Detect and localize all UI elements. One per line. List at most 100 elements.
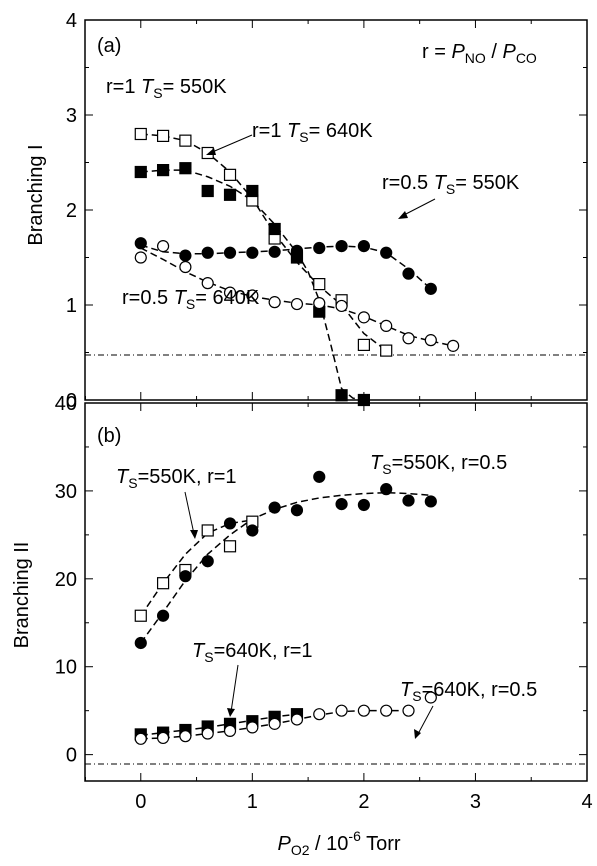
panel-a: 0 1 2 3 4 (a) Branching I r = PNO / PCO r=1 … [25, 10, 588, 412]
y-tick-label: 10 [55, 657, 77, 679]
data-point-a-2 [424, 282, 437, 295]
data-point-b-3 [402, 704, 415, 717]
data-point-a-2 [402, 267, 415, 280]
data-point-a-3 [246, 289, 259, 302]
data-point-a-3 [313, 297, 326, 310]
data-point-a-3 [179, 260, 192, 274]
data-point-a-1 [156, 164, 170, 177]
data-point-b-1 [357, 498, 370, 512]
annotation-550k-r1: TS=550K, r=1 [116, 466, 237, 491]
y-tick-label: 40 [55, 393, 77, 415]
data-point-a-3 [201, 277, 214, 290]
data-point-a-2 [290, 244, 304, 257]
data-point-b-1 [335, 497, 348, 511]
data-point-a-0 [313, 278, 326, 291]
y-tick-label: 0 [66, 745, 77, 767]
data-point-a-2 [201, 246, 214, 259]
data-point-b-3 [156, 731, 170, 745]
panel-a-ylabel: Branching I [25, 144, 47, 245]
y-tick-label: 0 [66, 390, 77, 412]
data-point-a-2 [380, 246, 393, 259]
data-point-b-1 [313, 470, 326, 483]
data-point-a-0 [357, 338, 370, 351]
annotation-r05-550k: r=0.5 TS= 550K [382, 172, 520, 197]
data-point-a-3 [290, 297, 304, 311]
data-point-a-2 [179, 249, 192, 262]
data-point-a-2 [246, 246, 259, 259]
panel-b-ylabel: Branching II [11, 542, 33, 649]
fit-line-a-0 [140, 133, 387, 352]
data-point-b-3 [201, 727, 214, 740]
data-point-b-3 [380, 704, 393, 717]
data-point-b-1 [290, 504, 304, 517]
data-point-b-3 [179, 730, 192, 743]
data-point-a-1 [223, 188, 237, 201]
data-point-a-1 [179, 162, 192, 175]
data-point-a-2 [335, 240, 348, 253]
data-point-a-3 [223, 286, 237, 299]
data-point-a-0 [179, 134, 192, 147]
arrow-640k-r1 [230, 664, 239, 713]
data-point-a-3 [156, 240, 170, 253]
data-point-a-3 [380, 319, 393, 332]
data-point-a-3 [268, 296, 281, 309]
panel-b-fit-lines [140, 491, 431, 740]
data-point-b-1 [179, 570, 192, 583]
panel-b-frame [84, 402, 588, 782]
data-point-b-3 [313, 708, 326, 721]
data-point-b-3 [246, 721, 259, 734]
data-point-a-1 [335, 389, 348, 402]
data-point-a-3 [357, 311, 370, 324]
data-point-a-3 [134, 251, 147, 264]
data-point-b-1 [223, 517, 237, 530]
arrowhead-r05-550k [398, 211, 408, 219]
data-point-a-3 [447, 339, 460, 352]
data-point-b-1 [201, 555, 214, 568]
data-point-a-0 [156, 129, 170, 142]
y-tick-label: 30 [55, 481, 77, 503]
panel-b-label: (b) [97, 425, 121, 447]
panel-a-frame [84, 19, 588, 401]
data-point-b-1 [134, 636, 147, 650]
panel-a-ticks: 0 1 2 3 4 [66, 10, 588, 412]
data-point-a-1 [201, 184, 214, 198]
data-point-a-0 [223, 168, 237, 181]
data-point-a-3 [335, 299, 348, 313]
x-tick-label: 2 [358, 791, 369, 813]
data-point-a-2 [223, 246, 237, 259]
data-point-a-2 [313, 241, 326, 255]
y-tick-label: 2 [66, 200, 77, 222]
arrow-640k-r05 [417, 705, 434, 735]
y-tick-label: 1 [66, 295, 77, 317]
data-point-a-2 [268, 245, 281, 258]
panel-b-points [134, 470, 437, 745]
arrow-550k-r1 [184, 491, 195, 535]
data-point-b-3 [357, 704, 370, 717]
annotation-550k-r05: TS=550K, r=0.5 [370, 452, 507, 477]
data-point-b-0 [223, 540, 237, 553]
annotation-r1-550k: r=1 TS= 550K [106, 76, 227, 101]
x-tick-label: 4 [581, 791, 592, 813]
panel-a-points [134, 127, 460, 407]
data-point-b-0 [201, 524, 214, 537]
x-tick-label: 0 [135, 791, 146, 813]
arrowhead-640k-r1 [227, 708, 235, 717]
data-point-b-0 [156, 577, 170, 590]
data-point-b-3 [268, 717, 281, 730]
data-point-b-3 [290, 713, 304, 726]
data-point-a-1 [246, 184, 259, 198]
y-tick-label: 4 [66, 10, 77, 32]
y-tick-label: 20 [55, 569, 77, 591]
data-point-a-2 [357, 240, 370, 253]
annotation-640k-r05: TS=640K, r=0.5 [400, 679, 537, 704]
data-point-b-1 [246, 524, 259, 537]
annotation-r05-640k: r=0.5 TS= 640K [122, 287, 260, 312]
data-point-a-0 [134, 127, 147, 141]
data-point-b-0 [134, 609, 147, 622]
arrow-r1-640k [209, 134, 253, 154]
x-tick-label: 1 [247, 791, 258, 813]
data-point-b-1 [402, 494, 415, 507]
data-point-b-3 [134, 732, 147, 745]
